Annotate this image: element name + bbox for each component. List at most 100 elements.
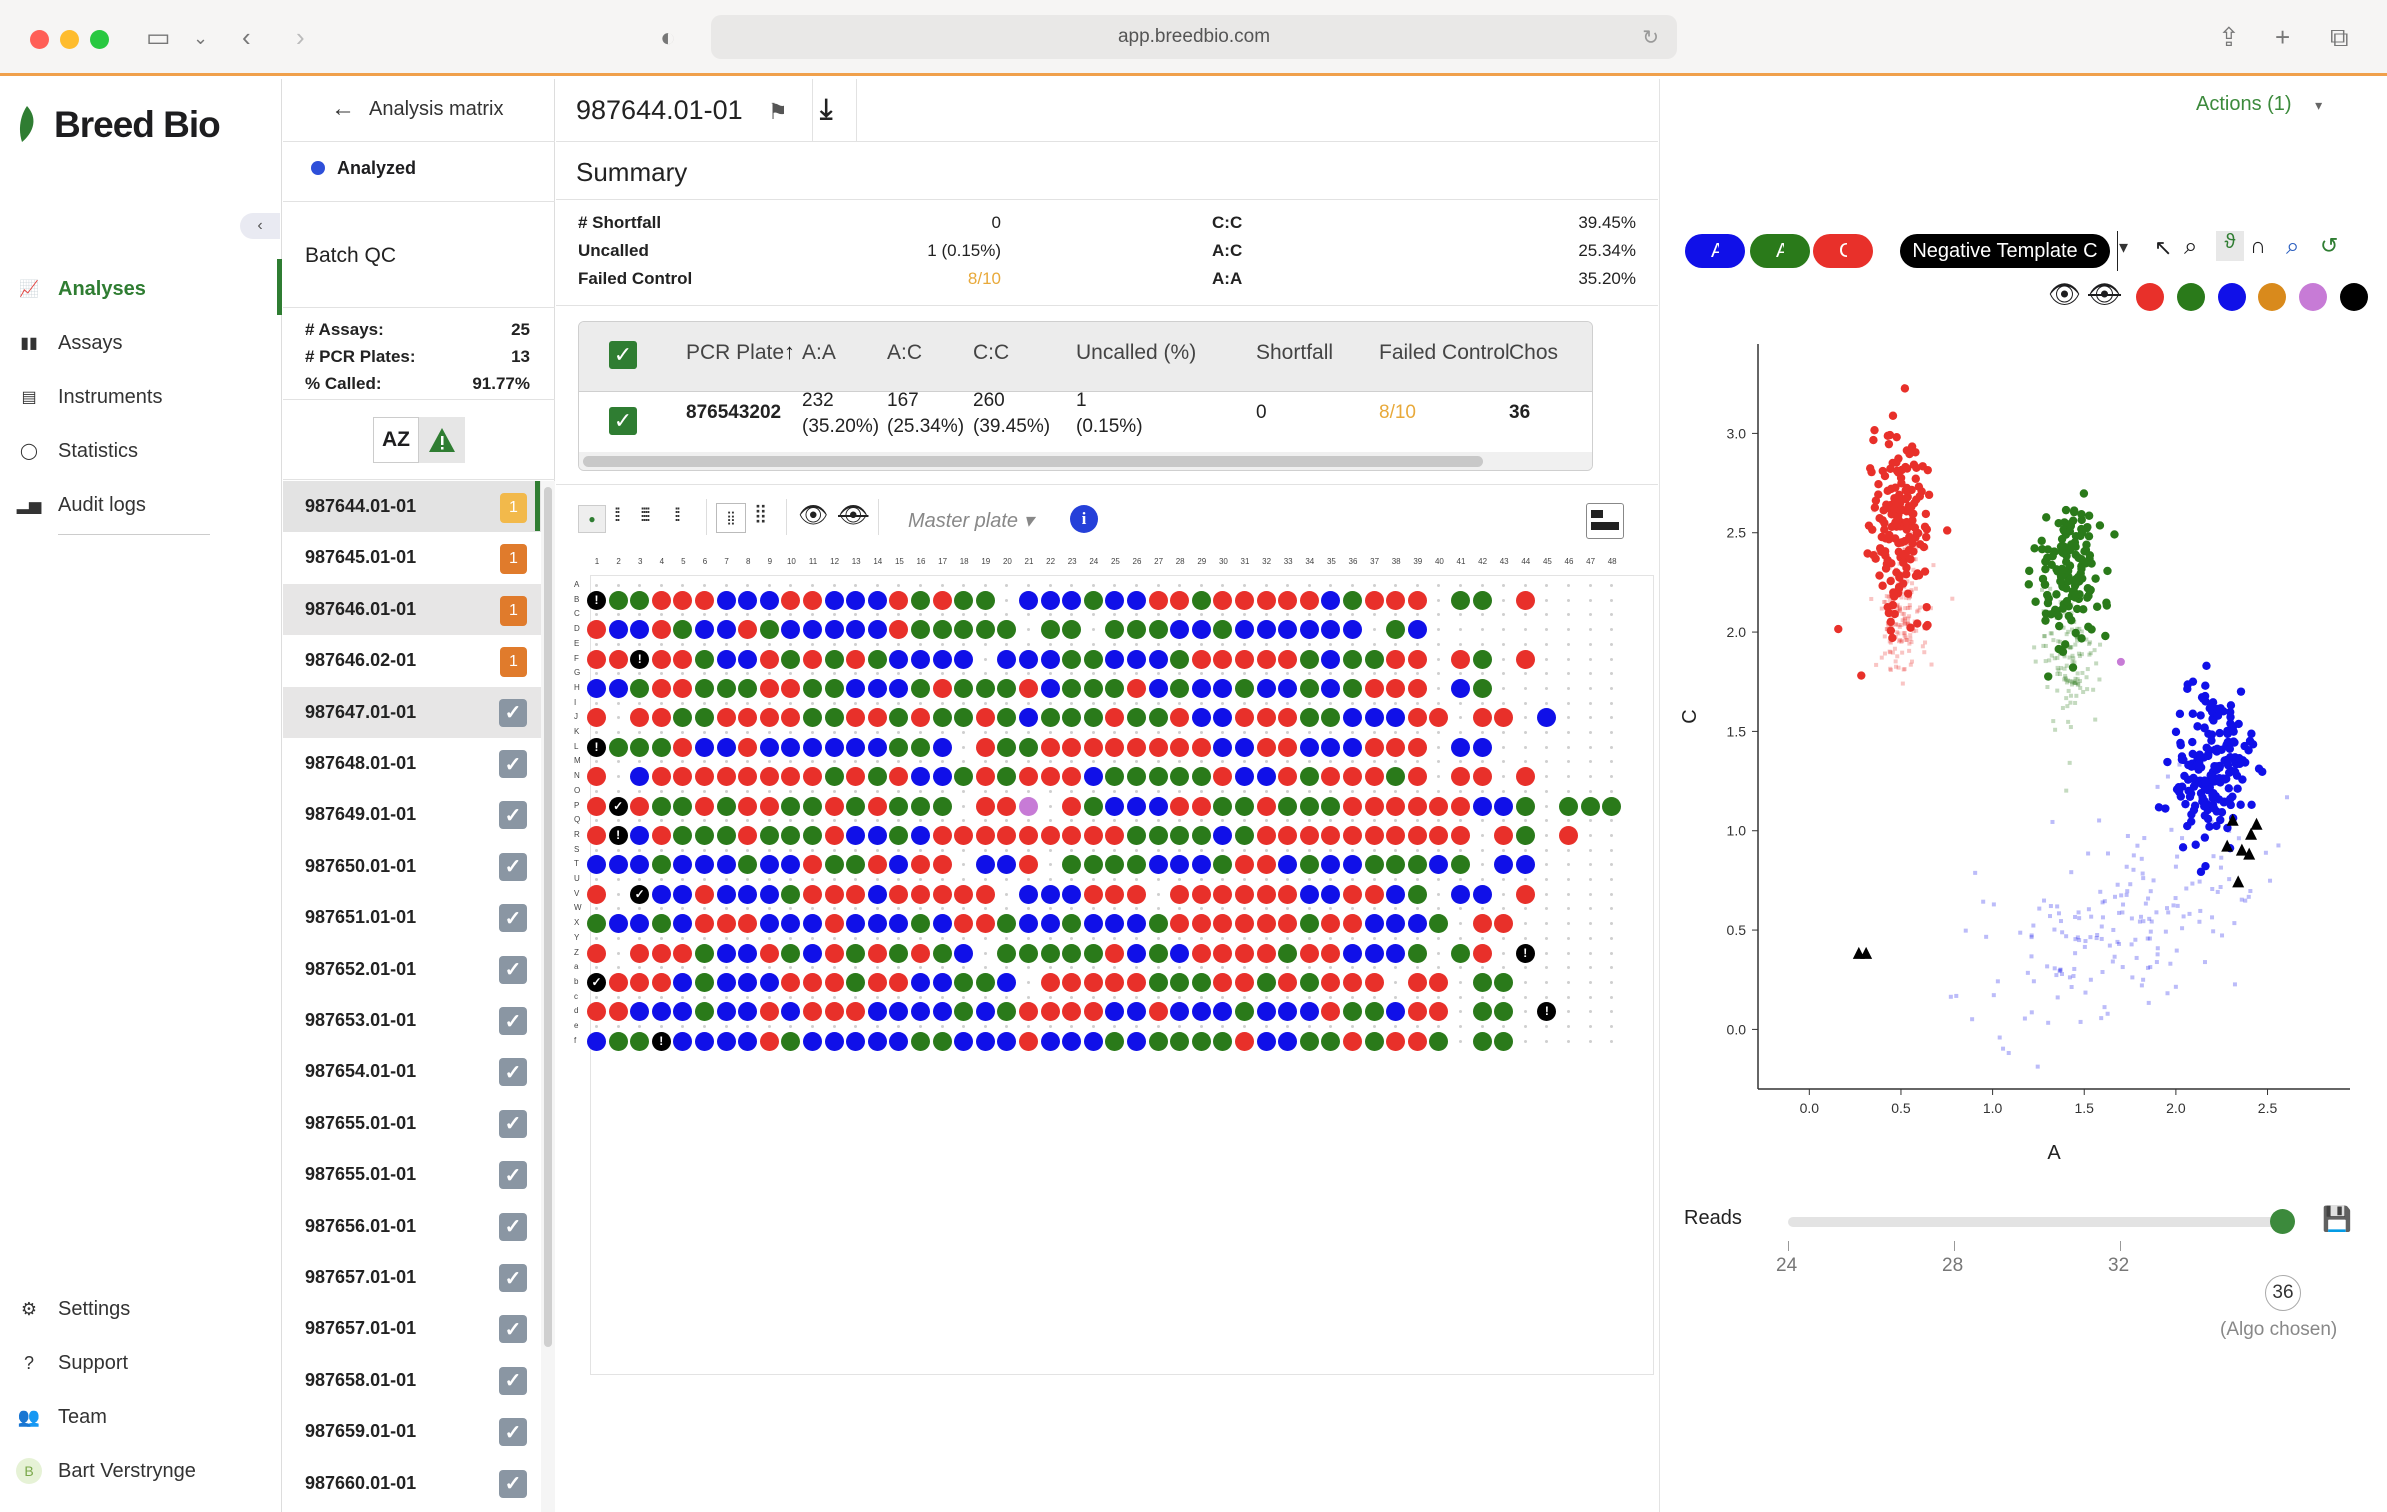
plate-well[interactable] xyxy=(1170,914,1190,934)
plate-well[interactable] xyxy=(1170,825,1190,845)
plate-well[interactable] xyxy=(932,972,952,992)
plate-well[interactable] xyxy=(1256,1031,1276,1051)
plate-well[interactable] xyxy=(1040,620,1060,640)
plate-well[interactable] xyxy=(1105,767,1125,787)
plate-well[interactable] xyxy=(738,914,758,934)
plate-list-item[interactable]: 987653.01-01 ✓ xyxy=(283,995,541,1046)
plate-well[interactable] xyxy=(1386,590,1406,610)
plate-well[interactable] xyxy=(1019,767,1038,787)
plate-well[interactable] xyxy=(1235,825,1254,845)
plate-well[interactable] xyxy=(803,590,822,610)
plate-well[interactable] xyxy=(1321,943,1341,963)
plate-well[interactable] xyxy=(997,914,1017,934)
plate-well[interactable] xyxy=(1083,678,1103,698)
plate-well[interactable] xyxy=(1040,737,1060,757)
scatter-point[interactable] xyxy=(2077,554,2086,564)
scatter-point[interactable] xyxy=(1912,463,1921,473)
plate-well[interactable] xyxy=(803,620,822,640)
plate-well[interactable] xyxy=(1213,914,1233,934)
plate-well[interactable] xyxy=(1472,884,1492,904)
scatter-point[interactable] xyxy=(2236,800,2245,809)
plate-well[interactable] xyxy=(1407,884,1427,904)
plate-well[interactable] xyxy=(738,620,758,640)
plate-well[interactable] xyxy=(1278,972,1298,992)
plate-well[interactable] xyxy=(1278,1031,1298,1051)
scatter-point[interactable] xyxy=(2071,579,2081,589)
plate-well[interactable]: ✓ xyxy=(608,796,628,816)
row-checkbox[interactable]: ✓ xyxy=(609,407,637,435)
plate-well[interactable] xyxy=(1386,855,1406,875)
plate-well[interactable] xyxy=(867,796,887,816)
plate-well[interactable] xyxy=(1213,855,1233,875)
plate-well[interactable] xyxy=(975,855,995,875)
legend-color-dot[interactable] xyxy=(2217,283,2246,311)
scatter-point[interactable] xyxy=(1890,609,1899,619)
plate-well[interactable] xyxy=(1364,708,1384,728)
plate-well[interactable] xyxy=(911,884,930,904)
scatter-point[interactable] xyxy=(1923,465,1932,475)
plate-well[interactable] xyxy=(1494,972,1514,992)
checkbox-checked-icon[interactable]: ✓ xyxy=(499,1315,527,1344)
scatter-point[interactable] xyxy=(2207,700,2216,709)
scatter-point[interactable] xyxy=(1911,571,1921,581)
plate-well[interactable] xyxy=(824,972,844,992)
plate-well[interactable] xyxy=(1256,1002,1276,1022)
scatter-point[interactable] xyxy=(1884,439,1894,449)
plate-well[interactable] xyxy=(975,708,995,728)
genotype-chip[interactable]: A:C xyxy=(1750,234,1810,268)
plate-well[interactable] xyxy=(824,914,844,934)
plate-well[interactable] xyxy=(1083,1031,1103,1051)
plate-well[interactable] xyxy=(1343,796,1362,816)
plate-well[interactable] xyxy=(1148,620,1168,640)
plate-well[interactable] xyxy=(716,943,736,963)
plate-well[interactable] xyxy=(759,1002,779,1022)
plate-well[interactable] xyxy=(1494,708,1514,728)
plate-well[interactable] xyxy=(1321,972,1341,992)
plate-well[interactable] xyxy=(867,737,887,757)
nav-item-bart-verstrynge[interactable]: B Bart Verstrynge xyxy=(0,1451,282,1491)
plate-well[interactable] xyxy=(1343,1002,1362,1022)
plate-well[interactable] xyxy=(608,590,628,610)
plate-well[interactable] xyxy=(1105,796,1125,816)
plate-well[interactable] xyxy=(867,884,887,904)
plate-well[interactable] xyxy=(1191,972,1211,992)
plate-well[interactable] xyxy=(1299,1002,1319,1022)
scatter-point[interactable] xyxy=(2077,515,2086,525)
plate-well[interactable] xyxy=(1019,708,1038,728)
plate-well[interactable] xyxy=(1256,620,1276,640)
plate-well[interactable] xyxy=(1515,825,1535,845)
plate-well[interactable] xyxy=(1256,590,1276,610)
plate-list-item[interactable]: 987646.02-01 1 xyxy=(283,635,541,686)
nav-item-support[interactable]: ? Support xyxy=(0,1343,282,1383)
plate-well[interactable] xyxy=(954,649,974,669)
checkbox-checked-icon[interactable]: ✓ xyxy=(499,1007,527,1035)
plate-well[interactable] xyxy=(911,796,930,816)
plate-well[interactable] xyxy=(1170,737,1190,757)
checkbox-checked-icon[interactable]: ✓ xyxy=(499,1109,527,1138)
plate-well[interactable] xyxy=(1278,708,1298,728)
scatter-point[interactable] xyxy=(1870,425,1879,435)
plate-well[interactable] xyxy=(997,855,1017,875)
plate-well[interactable] xyxy=(759,590,779,610)
scatter-point[interactable] xyxy=(2068,663,2078,672)
plate-well[interactable] xyxy=(975,737,995,757)
plate-well[interactable] xyxy=(803,767,822,787)
plate-well[interactable] xyxy=(867,855,887,875)
plate-well[interactable] xyxy=(673,767,693,787)
plate-well[interactable] xyxy=(1040,678,1060,698)
grid-384-icon[interactable]: ⣿ xyxy=(716,503,746,533)
sidebar-toggle-icon[interactable]: ▭ xyxy=(146,22,171,52)
plate-well[interactable] xyxy=(587,914,606,934)
plate-well[interactable] xyxy=(954,972,974,992)
scatter-point[interactable] xyxy=(1891,483,1900,492)
scatter-point[interactable] xyxy=(2087,559,2096,568)
plate-well[interactable] xyxy=(975,1031,995,1051)
plate-well[interactable] xyxy=(1429,1031,1449,1051)
plate-well[interactable] xyxy=(673,796,693,816)
plate-well[interactable] xyxy=(1062,825,1082,845)
plate-well[interactable] xyxy=(1343,884,1362,904)
scatter-point[interactable] xyxy=(2228,792,2237,801)
plate-well[interactable] xyxy=(824,943,844,963)
plate-well[interactable] xyxy=(824,1002,844,1022)
plate-well[interactable] xyxy=(1494,914,1514,934)
